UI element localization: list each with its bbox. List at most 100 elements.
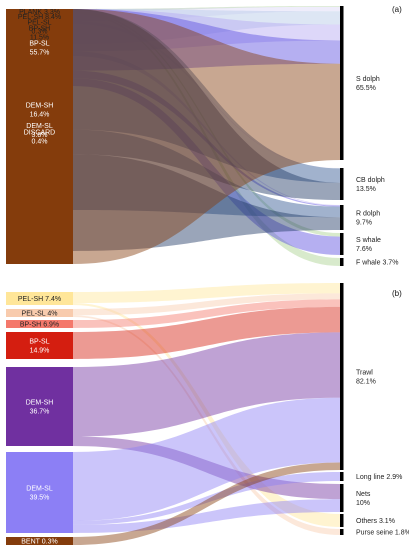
target-label-panel_b-nets: Nets: [356, 491, 371, 498]
target-node-panel_b-purse-seine: [340, 529, 344, 535]
target-node-panel_b-long-line: [340, 472, 344, 481]
source-node-panel_b-dem-sh: [6, 367, 73, 446]
source-label-panel_a-bp-sl: BP-SL: [29, 41, 49, 48]
target-value: 3.1%: [377, 518, 395, 525]
source-value-panel_b-dem-sl: 39.5%: [30, 495, 50, 502]
flow-panel_a-plank-to-s-dolph: [73, 6, 340, 11]
flow-panel_a-bp-sl-to-r-dolph: [73, 70, 340, 207]
source-label-panel_b-pel-sl: PEL-SL 4%: [22, 311, 58, 318]
source-value: 8.4%: [43, 14, 61, 21]
target-label-panel_a-cb-dolph: CB dolph: [356, 177, 385, 184]
source-name: PEL-SH: [18, 14, 43, 21]
source-value-panel_a-dem-sl: 3.8%: [32, 132, 48, 139]
source-value: 0.3%: [40, 539, 58, 546]
source-label-panel_a-pel-sh: PEL-SH 8.4%: [18, 14, 61, 21]
target-value-panel_a-cb-dolph: 13.5%: [356, 186, 376, 193]
flow-panel_a-plank-to-s-whale: [73, 11, 340, 237]
target-node-panel_a-r-dolph: [340, 205, 344, 230]
target-name: Purse seine: [356, 530, 393, 537]
target-label-panel_a-s-whale: S whale: [356, 237, 381, 244]
target-node-panel_b-trawl: [340, 283, 344, 470]
flow-panel_b-dem-sl-to-trawl: [73, 397, 340, 521]
source-node-panel_a-discard: [6, 9, 73, 264]
target-label-panel_b-purse-seine: Purse seine 1.8%: [356, 530, 409, 537]
target-value-panel_a-s-dolph: 65.5%: [356, 85, 376, 92]
target-value-panel_b-nets: 10%: [356, 500, 370, 507]
source-label-panel_b-bp-sl: BP-SL: [29, 339, 49, 346]
source-label-panel_b-bp-sh: BP-SH 6.9%: [20, 322, 59, 329]
flow-panel_a-bp-sh-to-r-dolph: [73, 51, 340, 206]
target-value: 1.8%: [393, 530, 409, 537]
source-name: BP-SH: [20, 322, 41, 329]
target-node-panel_b-others: [340, 514, 344, 527]
flow-panel_b-dem-sl-to-nets: [73, 499, 340, 533]
source-label-panel_a-dem-sh: DEM-SH: [26, 103, 54, 110]
flow-panel_b-pel-sl-to-purse-seine: [73, 315, 340, 535]
flow-panel_a-discard-to-s-dolph: [73, 9, 340, 264]
source-node-panel_b-bp-sh: [6, 320, 73, 328]
flow-panel_b-pel-sl-to-trawl: [73, 293, 340, 316]
flow-panel_a-bp-sl-to-s-whale: [73, 78, 340, 255]
flow-panel_b-dem-sl-to-long-line: [73, 472, 340, 525]
flow-panel_b-bp-sl-to-trawl: [73, 306, 340, 359]
panel-b-tag: (b): [392, 289, 402, 298]
flow-panel_a-pel-sh-to-s-dolph: [73, 6, 340, 21]
target-value-panel_b-trawl: 82.1%: [356, 379, 376, 386]
source-value-panel_a-pel-sl: 0.3%: [32, 29, 48, 36]
source-value-panel_a-bp-sh: 11.5%: [30, 35, 49, 42]
flow-panel_a-dem-sh-to-r-dolph: [73, 129, 340, 218]
target-node-panel_a-cb-dolph: [340, 168, 344, 200]
flow-panel_a-dem-sh-to-cb-dolph: [73, 9, 340, 183]
target-value: 2.9%: [384, 474, 402, 481]
target-node-panel_a-f-whale: [340, 258, 344, 266]
flow-panel_b-dem-sh-to-trawl: [73, 332, 340, 437]
target-name: Long line: [356, 474, 385, 481]
target-node-panel_a-s-whale: [340, 233, 344, 255]
panel-a-tag: (a): [392, 5, 402, 14]
flow-panel_a-bp-sh-to-s-dolph: [73, 9, 340, 52]
flow-panel_a-pel-sl-to-s-dolph: [73, 9, 340, 44]
source-value: 4%: [45, 311, 57, 318]
source-label-panel_a-discard: DISCARD: [24, 130, 56, 137]
source-label-panel_a-dem-sl: DEM-SL: [26, 123, 53, 130]
target-value-panel_a-r-dolph: 9.7%: [356, 220, 372, 227]
source-value: 6.9%: [41, 322, 59, 329]
source-value-panel_a-bp-sl: 55.7%: [30, 50, 50, 57]
target-name: F whale: [356, 260, 381, 267]
target-node-panel_b-nets: [340, 484, 344, 512]
nodes: [6, 6, 344, 545]
target-label-panel_a-s-dolph: S dolph: [356, 76, 380, 83]
target-value-panel_a-s-whale: 7.6%: [356, 246, 372, 253]
source-label-panel_b-dem-sl: DEM-SL: [26, 486, 53, 493]
target-node-panel_a-s-dolph: [340, 6, 344, 160]
source-name: BENT: [21, 539, 40, 546]
target-name: Others: [356, 518, 378, 525]
source-label-panel_b-bent: BENT 0.3%: [21, 539, 57, 546]
target-label-panel_a-f-whale: F whale 3.7%: [356, 260, 398, 267]
flow-panel_b-pel-sh-to-trawl: [73, 283, 340, 304]
source-node-panel_b-pel-sl: [6, 309, 73, 317]
flow-panel_b-bent-to-trawl: [73, 462, 340, 545]
target-label-panel_b-others: Others 3.1%: [356, 518, 395, 525]
flow-panel_b-pel-sh-to-others: [73, 303, 340, 527]
source-label-panel_a-bp-sh: BP-SH: [29, 26, 50, 33]
target-label-panel_a-r-dolph: R dolph: [356, 211, 380, 218]
flow-panel_a-dem-sl-to-r-dolph: [73, 154, 340, 251]
flow-panel_a-plank-to-f-whale: [73, 12, 340, 266]
source-value: 3.3%: [42, 9, 60, 16]
source-label-panel_b-dem-sh: DEM-SH: [26, 400, 54, 407]
source-name: PEL-SH: [18, 296, 43, 303]
target-value: 3.7%: [381, 260, 399, 267]
source-value-panel_a-discard: 0.4%: [32, 139, 48, 146]
flow-panel_a-pel-sh-to-cb-dolph: [73, 21, 340, 169]
target-label-panel_b-long-line: Long line 2.9%: [356, 474, 402, 481]
target-label-panel_b-trawl: Trawl: [356, 370, 373, 377]
source-node-panel_b-dem-sl: [6, 452, 73, 533]
source-node-panel_b-bent: [6, 537, 73, 545]
flow-links: [73, 6, 340, 545]
flow-panel_a-bp-sl-to-s-dolph: [73, 9, 340, 71]
source-name: PEL-SL: [22, 311, 46, 318]
source-label-panel_a-pel-sl: PEL-SL: [27, 20, 51, 27]
source-value-panel_a-dem-sh: 16.4%: [30, 112, 50, 119]
